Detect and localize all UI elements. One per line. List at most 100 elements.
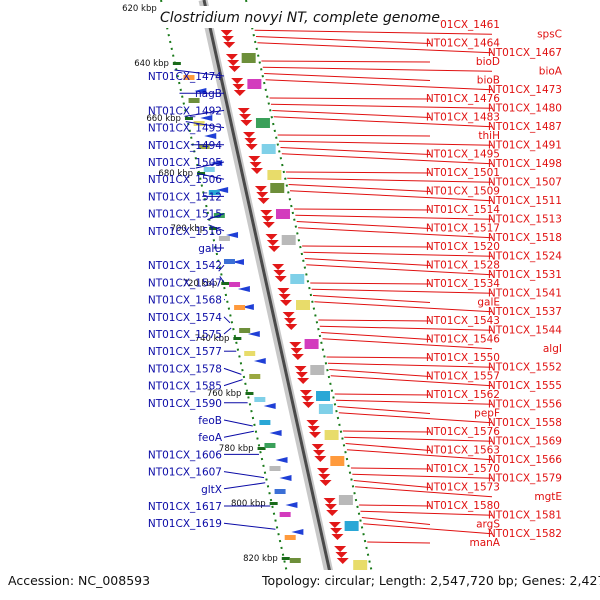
leader-line [287,177,493,183]
forward-strand-arrow [241,304,254,310]
leader-line [219,276,225,283]
reverse-strand-arrow [309,432,322,438]
feature-block [188,98,200,103]
reverse-strand-arrow [266,240,279,246]
feature-block [259,420,271,425]
feature-block [310,365,325,375]
leader-line [195,161,225,169]
gene-label-left: gltX [201,484,222,496]
gene-label-right: NT01CX_1467 [488,47,562,59]
reverse-strand-arrow [245,144,258,150]
gene-label-right: NT01CX_1573 [426,482,500,494]
leader-line [264,73,431,81]
leader-line [334,393,431,396]
feature-block [234,305,246,310]
leader-line [355,486,493,498]
leader-line [223,430,254,438]
gene-label-left: NT01CX_1574 [148,312,222,324]
gene-label-right: NT01CX_1552 [488,361,562,373]
map-backbone [160,0,379,600]
reverse-strand-arrow [228,66,241,72]
scale-tick-label: 700 kbp [171,224,206,234]
forward-strand-arrow [279,475,292,481]
leader-line [207,213,225,221]
left-gene-labels: NT01CX_1474 nagB NT01CX_1492 NT01CX_1493 NT0… [148,69,276,530]
reverse-strand-arrow [254,186,267,192]
forward-strand-arrow [200,115,213,121]
gene-label-right: pepF [474,408,500,420]
leader-line [208,224,225,232]
reverse-strand-arrow [257,198,270,204]
leader-line [363,523,493,535]
scale-tick-label: 760 kbp [207,389,242,399]
reverse-strand-arrow [323,498,336,504]
reverse-strand-arrow [243,132,256,138]
leader-line [295,214,493,220]
feature-block [353,560,368,570]
gene-label-right: NT01CX_1569 [488,435,562,447]
feature-block [244,351,256,356]
gene-label-left: NT01CX_1506 [148,174,222,186]
forward-strand-arrow [226,232,239,238]
gene-label-right: NT01CX_1566 [488,454,562,466]
feature-block [270,183,285,193]
gene-label-left: galU [198,243,222,255]
leader-line [223,482,266,490]
leader-line [359,504,431,507]
gene-label-right: NT01CX_1501 [426,167,500,179]
leader-line [361,517,431,525]
leader-line [223,327,232,335]
gene-label-right: NT01CX_1498 [488,158,562,170]
leader-line [223,522,276,530]
feature-block [255,118,270,128]
gene-label-right: NT01CX_1524 [488,250,562,262]
scale-tick-mark [233,337,242,340]
gene-label-left: NT01CX_1516 [148,226,222,238]
feature-block [344,521,359,531]
reverse-strand-arrow [227,60,240,66]
reverse-strand-arrow [277,288,290,294]
forward-strand-arrow [210,160,223,166]
feature-block [338,495,353,505]
gene-label-right: NT01CX_1483 [426,112,500,124]
gene-label-right: NT01CX_1546 [426,334,500,346]
feature-block [269,466,281,471]
reverse-strand-arrow [223,42,236,48]
gene-label-right: NT01CX_1531 [488,269,562,281]
leader-line [223,379,243,387]
scale-tick-mark [269,502,278,505]
gene-label-right: bioA [539,65,563,77]
gene-label-right: NT01CX_1511 [488,195,562,207]
leader-line [257,42,493,54]
gene-label-right: NT01CX_1555 [488,380,562,392]
leader-line [223,471,265,479]
reverse-strand-arrow [239,114,252,120]
scale-tick-mark [245,392,254,395]
reverse-strand-arrow [289,342,302,348]
map-title: Clostridium novyi NT, complete genome [160,10,440,26]
leader-line [337,406,431,414]
gene-label-right: bioD [476,56,500,68]
reverse-strand-arrow [256,192,269,198]
feature-block [284,535,296,540]
feature-block [316,391,331,401]
forward-strand-arrow [247,331,260,337]
gene-label-right: NT01CX_1580 [426,500,500,512]
gene-label-right: NT01CX_1558 [488,417,562,429]
reverse-strand-arrow [311,444,324,450]
reverse-strand-arrow [307,426,320,432]
gene-label-left: NT01CX_1542 [148,260,222,272]
gene-label-left: NT01CX_1607 [148,467,222,479]
forward-strand-arrow [263,403,276,409]
gene-label-right: NT01CX_1544 [488,324,562,336]
reverse-strand-arrow [274,276,287,282]
gene-label-left: feoA [198,432,223,444]
leader-line [262,66,493,72]
reverse-strand-arrow [313,450,325,456]
reverse-strand-arrow [233,90,246,96]
scale-ticks: 620 kbp 640 kbp 660 kbp 680 kbp 700 kbp 720 k… [122,4,290,564]
reverse-strand-arrow [319,480,332,486]
leader-line [304,258,431,266]
reverse-strand-arrow [260,210,273,216]
gene-label-right: NT01CX_1579 [488,472,562,484]
